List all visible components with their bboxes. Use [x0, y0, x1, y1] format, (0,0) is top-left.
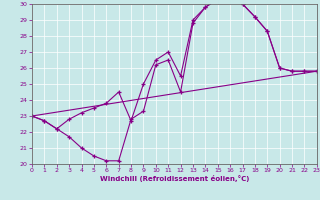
X-axis label: Windchill (Refroidissement éolien,°C): Windchill (Refroidissement éolien,°C) — [100, 175, 249, 182]
